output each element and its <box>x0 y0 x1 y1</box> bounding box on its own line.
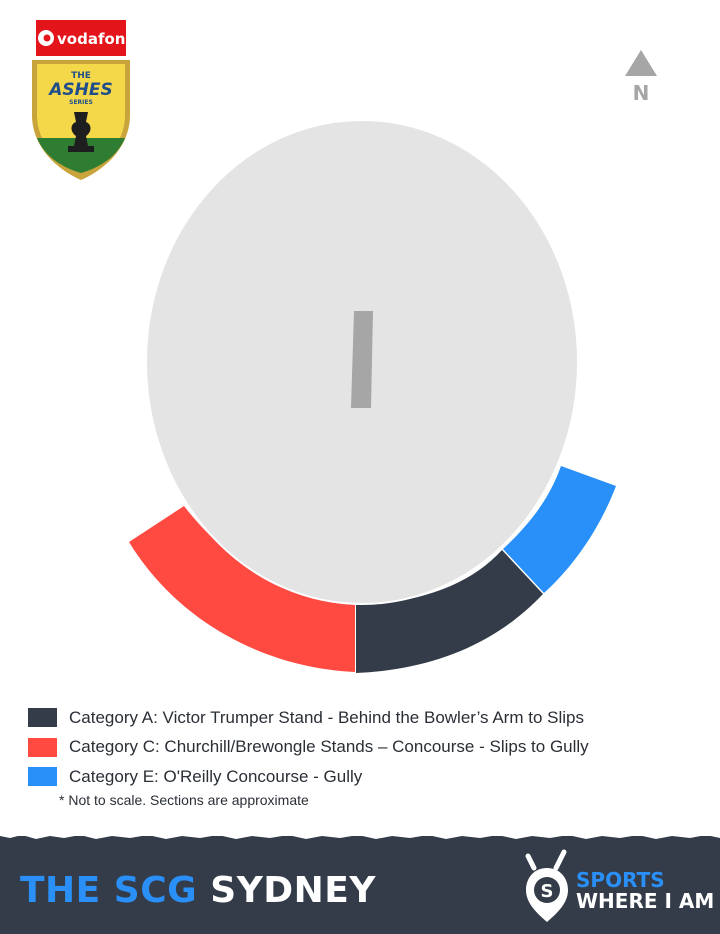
venue-title: THE SCG SYDNEY <box>20 870 376 911</box>
logo-line1: THE <box>71 71 91 81</box>
legend-label-category-c: Category C: Churchill/Brewongle Stands –… <box>69 737 589 757</box>
svg-text:S: S <box>541 881 554 902</box>
legend-item-category-a: Category A: Victor Trumper Stand - Behin… <box>28 703 708 733</box>
legend-item-category-c: Category C: Churchill/Brewongle Stands –… <box>28 733 708 763</box>
venue-city: SYDNEY <box>210 870 376 911</box>
brand-text: SPORTS WHERE I AM <box>576 870 714 912</box>
legend-item-category-e: Category E: O'Reilly Concourse - Gully <box>28 762 708 792</box>
cricket-pitch <box>351 311 373 408</box>
legend-swatch-category-a <box>28 708 57 728</box>
logo-line2: ASHES <box>47 80 112 100</box>
brand-logo: S SPORTS WHERE I AM <box>520 846 714 926</box>
ashes-logo-graphic: vodafone THE ASHES SERIES <box>32 20 136 180</box>
logo-line3: SERIES <box>69 99 93 106</box>
ashes-logo: vodafone THE ASHES SERIES <box>30 20 136 182</box>
brand-pin-icon: S <box>525 849 568 922</box>
legend-swatch-category-e <box>28 767 57 787</box>
footer-rough-edge <box>0 832 720 839</box>
sponsor-logo-text: vodafone <box>57 30 132 48</box>
scale-note: * Not to scale. Sections are approximate <box>59 792 309 808</box>
stadium-map <box>129 119 616 673</box>
north-label: N <box>633 81 650 105</box>
legend-label-category-e: Category E: O'Reilly Concourse - Gully <box>69 766 363 786</box>
venue-name: THE SCG <box>20 870 198 911</box>
legend-label-category-a: Category A: Victor Trumper Stand - Behin… <box>69 707 584 727</box>
section-category-e[interactable] <box>503 466 616 593</box>
footer-banner: THE SCG SYDNEY S SPORTS WHERE I AM <box>0 832 720 934</box>
north-indicator: N <box>624 50 658 106</box>
brand-line1: SPORTS <box>576 868 665 892</box>
section-category-c[interactable] <box>129 506 355 672</box>
section-category-a[interactable] <box>356 550 543 673</box>
north-arrow-icon: N <box>625 50 657 105</box>
brand-line2: WHERE I AM <box>576 889 715 913</box>
legend-swatch-category-c <box>28 737 57 757</box>
legend: Category A: Victor Trumper Stand - Behin… <box>28 703 708 792</box>
